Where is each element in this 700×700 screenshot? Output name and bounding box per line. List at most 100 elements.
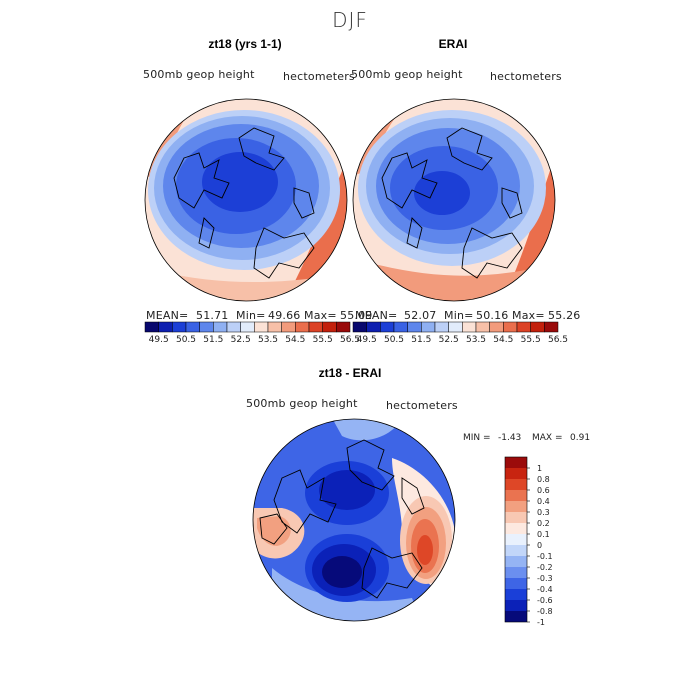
panel3-min-label: MIN =	[463, 433, 491, 443]
panel1-colorbar-cell	[240, 321, 255, 333]
panel1-colorbar-cell	[254, 321, 269, 333]
panel3-colorbar: 1 0.8 0.6 0.4 0.3 0.2 0.1 0 -0.1 -0.2 -0.3 -0.4 -0.6…	[504, 456, 553, 627]
panel1-min-value: 49.66	[268, 309, 301, 322]
panel1-units-label: hectometers	[283, 70, 355, 83]
panel3-colorbar-tick-label: 0	[537, 541, 542, 550]
panel2-colorbar-cell	[448, 321, 463, 333]
panel2-colorbar-cell	[421, 321, 436, 333]
panel1-coastlines	[173, 127, 315, 279]
panel3-field-right-warm4	[417, 535, 433, 565]
panel1-colorbar-cell	[308, 321, 323, 333]
panel1-colorbar-cell	[281, 321, 296, 333]
panel2-colorbar-cell	[366, 321, 381, 333]
panel2-colorbar-cell	[393, 321, 408, 333]
panel1-colorbar-cell	[336, 321, 351, 333]
panel3-colorbar-cell	[505, 490, 527, 501]
panel2-colorbar: 49.5 50.5 51.5 52.5 53.5 54.5 55.5 56.5	[352, 321, 568, 345]
panel3-title: zt18 - ERAI	[318, 366, 382, 380]
panel2-colorbar-cell	[530, 321, 545, 333]
panel2-map-border	[352, 98, 556, 302]
panel1-colorbar-cell	[158, 321, 173, 333]
panel3-field-bottom-pale	[272, 568, 422, 621]
panel2-min-label: Min=	[444, 309, 474, 322]
panel2-colorbar-cell	[352, 321, 367, 333]
figure-title: DJF	[332, 8, 368, 32]
panel3-map-border	[252, 418, 456, 622]
panel1-colorbar-cell	[172, 321, 187, 333]
panel2-colorbar-cell	[434, 321, 449, 333]
panel3-colorbar-cell	[505, 567, 527, 578]
panel3-colorbar-cell	[505, 534, 527, 545]
panel3-colorbar-tick-label: -0.3	[537, 574, 553, 583]
panel3-colorbar-tick-label: -0.1	[537, 552, 553, 561]
panel2-polar-map	[352, 98, 556, 302]
panel3-variable-label: 500mb geop height	[246, 397, 358, 410]
panel1-max-label: Max=	[304, 309, 337, 322]
panel2-colorbar-tick-label: 55.5	[521, 335, 541, 345]
panel1-title: zt18 (yrs 1-1)	[208, 37, 282, 51]
panel2-colorbar-tick-label: 56.5	[548, 335, 568, 345]
panel3-max-label: MAX =	[532, 433, 563, 443]
panel2-colorbar-cell	[475, 321, 490, 333]
panel1-colorbar-cell	[322, 321, 337, 333]
panel2-colorbar-cell	[503, 321, 518, 333]
panel3-colorbar-cell	[505, 512, 527, 523]
panel1-colorbar-tick-label: 51.5	[203, 335, 223, 345]
panel1-colorbar-cell	[295, 321, 310, 333]
panel2-colorbar-tick-label: 49.5	[357, 335, 377, 345]
panel3-colorbar-cell	[505, 501, 527, 512]
panel3-colorbar-tick-label: 1	[537, 464, 542, 473]
panel3-colorbar-cell	[505, 457, 527, 468]
panel3-colorbar-tick-label: -0.6	[537, 596, 553, 605]
panel1-map-border	[144, 98, 348, 302]
panel2-mean-label: MEAN=	[355, 309, 398, 322]
panel3-max-value: 0.91	[570, 433, 591, 443]
panel2-field-ring5	[414, 171, 470, 215]
panel3-colorbar-cell	[505, 545, 527, 556]
panel3-polar-map	[252, 418, 456, 622]
panel2-colorbar-cell	[462, 321, 477, 333]
panel1-colorbar: 49.5 50.5 51.5 52.5 53.5 54.5 55.5 56.5	[144, 321, 360, 345]
panel3-colorbar-tick-label: 0.4	[537, 497, 550, 506]
panel2-colorbar-cell	[407, 321, 422, 333]
panel2-coastlines	[381, 127, 523, 279]
panel1-max-value: 55.09	[340, 309, 373, 322]
panel1-polar-map	[144, 98, 348, 302]
panel2-colorbar-cell	[489, 321, 504, 333]
panel2-variable-label: 500mb geop height	[351, 68, 463, 81]
panel3-colorbar-cell	[505, 578, 527, 589]
panel2-colorbar-cell	[380, 321, 395, 333]
panel3-colorbar-cell	[505, 589, 527, 600]
panel3-colorbar-tick-label: 0.8	[537, 475, 550, 484]
panel2-colorbar-tick-label: 53.5	[466, 335, 486, 345]
panel3-colorbar-tick-label: 0.1	[537, 530, 550, 539]
panel3-colorbar-cell	[505, 600, 527, 611]
panel2-colorbar-tick-label: 50.5	[384, 335, 404, 345]
panel2-colorbar-cell	[516, 321, 531, 333]
panel2-colorbar-tick-label: 54.5	[493, 335, 513, 345]
panel1-mean-value: 51.71	[196, 309, 229, 322]
panel1-colorbar-cell	[267, 321, 282, 333]
panel3-colorbar-tick-label: -0.4	[537, 585, 553, 594]
panel1-colorbar-tick-label: 50.5	[176, 335, 196, 345]
panel1-mean-label: MEAN=	[146, 309, 189, 322]
panel2-colorbar-tick-label: 52.5	[439, 335, 459, 345]
panel2-colorbar-tick-label: 51.5	[411, 335, 431, 345]
panel3-colorbar-tick-label: -0.8	[537, 607, 553, 616]
panel2-mean-value: 52.07	[404, 309, 437, 322]
panel3-field-low-top-core	[319, 470, 375, 510]
panel3-colorbar-frame	[504, 456, 528, 623]
panel1-field-ring5	[202, 152, 278, 212]
panel3-colorbar-cell	[505, 479, 527, 490]
panel3-field-left-warm2	[257, 516, 291, 546]
panel2-title: ERAI	[438, 37, 468, 51]
panel1-colorbar-cell	[185, 321, 200, 333]
panel1-colorbar-cell	[144, 321, 159, 333]
panel3-colorbar-cell	[505, 523, 527, 534]
panel2-max-value: 55.26	[548, 309, 581, 322]
panel1-colorbar-cell	[226, 321, 241, 333]
panel3-min-value: -1.43	[498, 433, 522, 443]
panel3-colorbar-tick-label: -0.2	[537, 563, 553, 572]
panel3-colorbar-tick-label: 0.6	[537, 486, 550, 495]
panel1-colorbar-tick-label: 53.5	[258, 335, 278, 345]
